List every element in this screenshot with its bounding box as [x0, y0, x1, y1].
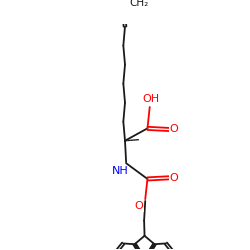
- Text: CH₂: CH₂: [129, 0, 148, 8]
- Text: O: O: [170, 124, 178, 134]
- Text: OH: OH: [142, 94, 160, 104]
- Text: O: O: [134, 201, 143, 211]
- Text: NH: NH: [112, 166, 129, 176]
- Text: O: O: [170, 173, 178, 183]
